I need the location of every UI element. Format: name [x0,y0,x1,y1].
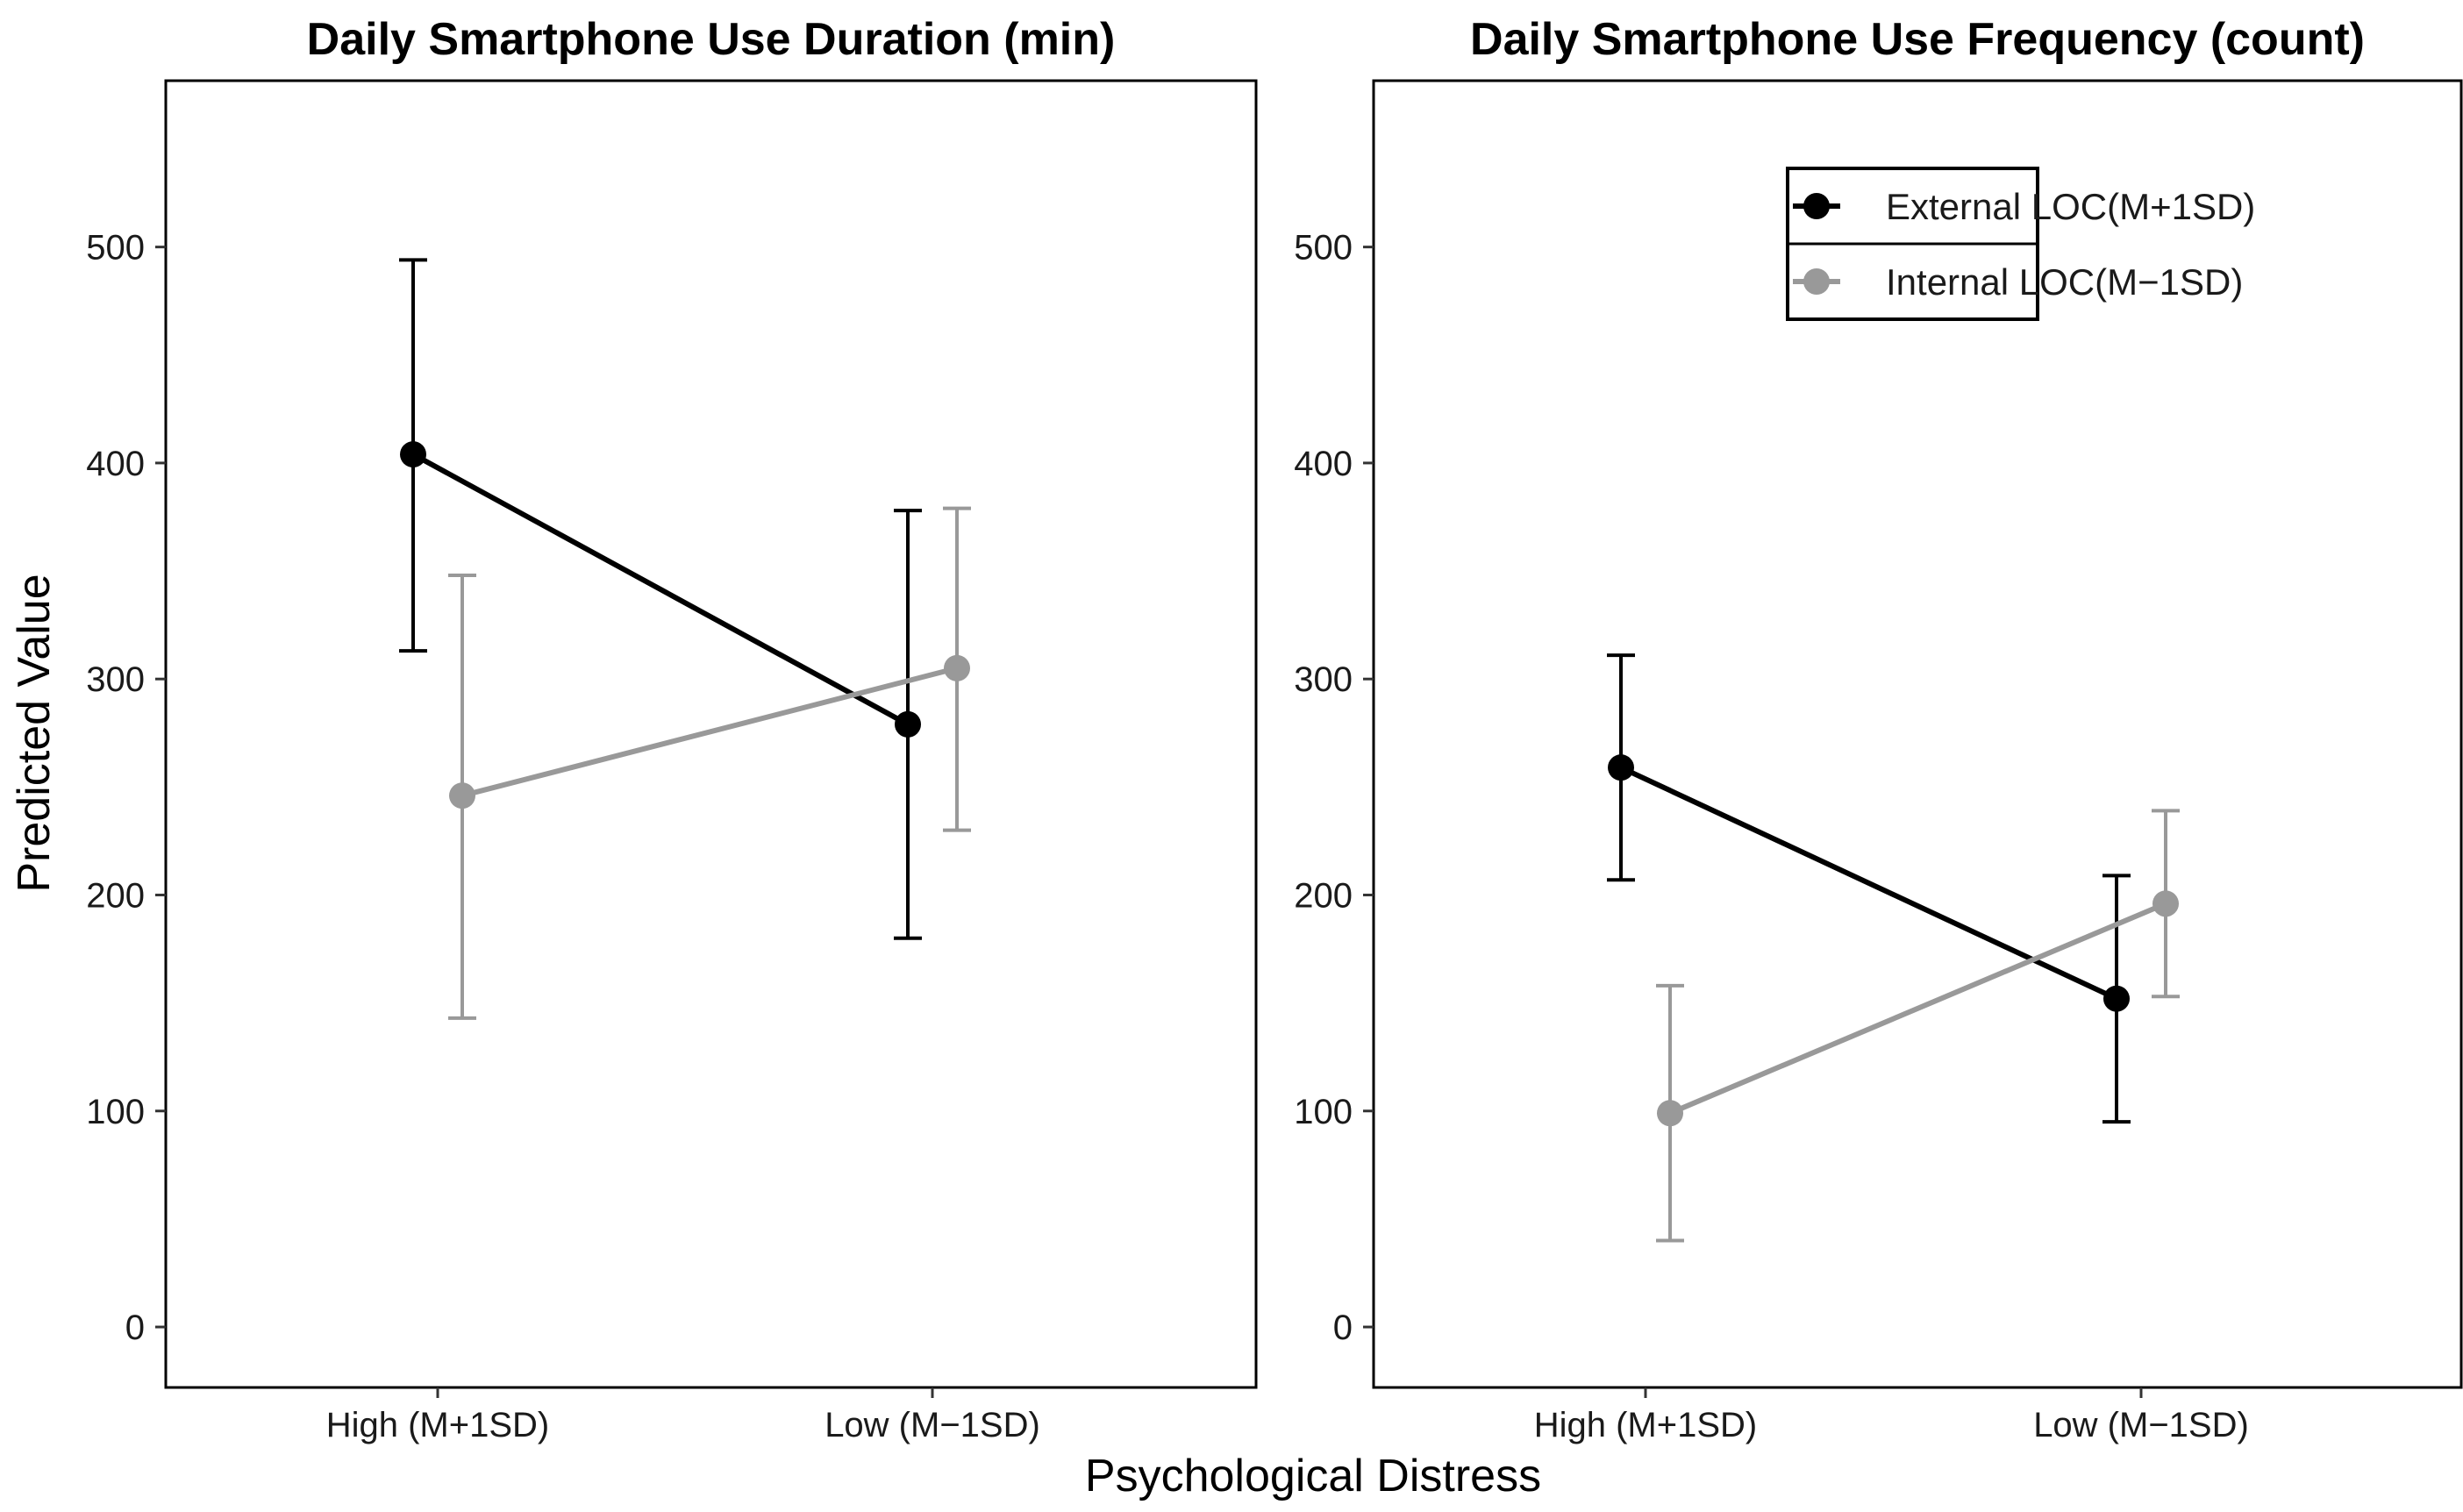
data-point-external [1608,754,1634,781]
y-tick-label: 0 [1333,1309,1353,1347]
legend-label-internal: Internal LOC(M−1SD) [1886,261,2243,303]
y-tick-label: 400 [1294,445,1353,483]
y-tick-label: 500 [1294,229,1353,267]
series-line-internal [461,665,958,799]
legend-swatch-marker-external [1803,193,1830,219]
data-point-external [2103,985,2130,1012]
data-point-internal [449,782,475,809]
y-tick-label: 0 [125,1309,145,1347]
y-tick-label: 100 [1294,1093,1353,1131]
panel-duration: Daily Smartphone Use Duration (min) 0 100 2… [86,14,1258,1444]
series-line-internal [1668,901,2167,1116]
y-tick-label: 100 [86,1093,145,1131]
panel-frequency: Daily Smartphone Use Frequency (count) 0 1… [1294,14,2463,1444]
y-tick-label: 500 [86,229,145,267]
y-tick-label: 200 [1294,876,1353,915]
x-tick-label: Low (M−1SD) [825,1406,1040,1444]
data-point-external [400,441,426,468]
chart-title: Daily Smartphone Use Duration (min) [307,14,1116,65]
data-point-internal [1657,1100,1683,1127]
x-tick-label: Low (M−1SD) [2033,1406,2249,1444]
y-tick-label: 300 [86,660,145,699]
x-axis-title: Psychological Distress [1085,1451,1541,1501]
data-point-internal [2152,890,2179,917]
x-tick-label: High (M+1SD) [1534,1406,1758,1444]
y-tick-label: 300 [1294,660,1353,699]
series-line-external [1619,765,2118,1002]
legend-label-external: External LOC(M+1SD) [1886,186,2255,227]
plot-frame [164,79,1258,1389]
data-point-internal [944,654,970,681]
legend-swatch-marker-internal [1803,268,1830,295]
plot-frame [1372,79,2463,1389]
series-line-external [411,452,910,727]
x-tick-label: High (M+1SD) [326,1406,550,1444]
y-tick-label: 200 [86,876,145,915]
legend: External LOC(M+1SD) Internal LOC(M−1SD) [1786,167,2255,321]
y-tick-label: 400 [86,445,145,483]
data-point-external [895,710,921,738]
chart-title: Daily Smartphone Use Frequency (count) [1470,14,2365,65]
y-axis-title: Predicted Value [9,574,60,892]
